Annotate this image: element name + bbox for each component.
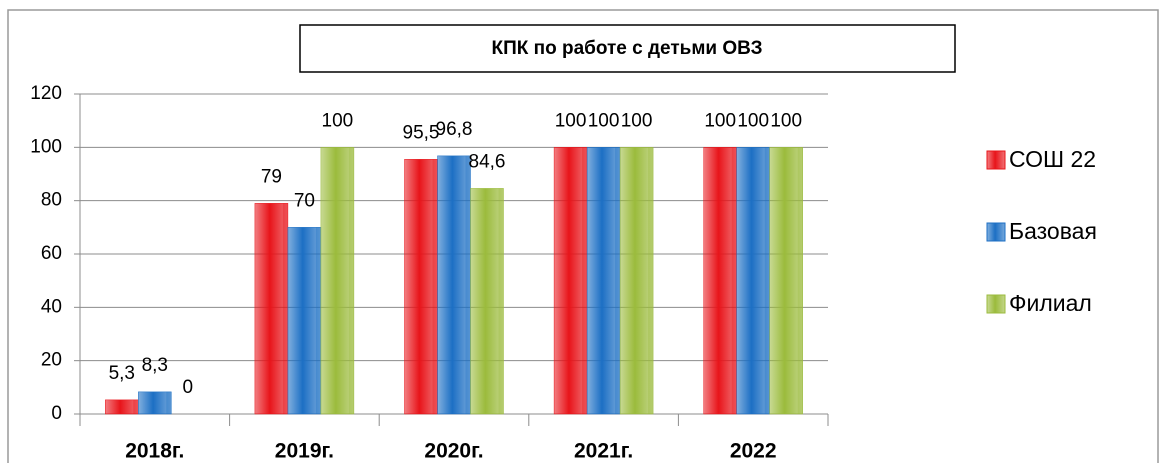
y-tick-label: 80 (41, 190, 62, 211)
bar (586, 147, 621, 415)
bar-shade (615, 147, 621, 415)
bar-shade (348, 147, 354, 415)
bar (320, 147, 355, 415)
value-label: 100 (737, 110, 769, 131)
x-tick-label: 2020г. (424, 440, 483, 463)
bar-shade (797, 147, 803, 415)
value-label: 79 (261, 166, 282, 187)
bar (769, 147, 803, 415)
legend-swatch (986, 294, 1006, 314)
value-label: 84,6 (469, 151, 506, 172)
title-box (299, 24, 956, 73)
y-tick-label: 120 (30, 83, 62, 104)
x-tick-label: 2019г. (275, 440, 334, 463)
bar (138, 391, 172, 415)
bar-shade (764, 147, 770, 415)
x-tick-label: 2021г. (574, 440, 633, 463)
bar-shade (166, 391, 172, 414)
legend-label: Базовая (1009, 218, 1097, 244)
bar-shade (648, 147, 654, 415)
y-tick-label: 60 (41, 243, 62, 264)
y-tick-label: 0 (51, 403, 62, 424)
x-tick-label: 2018г. (125, 440, 184, 463)
x-tick-label: 2022 (730, 440, 777, 463)
legend-swatch (986, 222, 1006, 242)
value-label: 100 (621, 110, 653, 131)
value-label: 0 (183, 377, 194, 398)
value-label: 100 (322, 110, 354, 131)
bar-shade (133, 399, 139, 414)
value-label: 5,3 (109, 363, 135, 384)
y-tick-label: 100 (30, 136, 62, 157)
bar (736, 147, 770, 415)
legend-label: Филиал (1009, 290, 1092, 316)
bar-shade (582, 147, 588, 415)
value-label: 100 (770, 110, 802, 131)
bar (404, 159, 438, 415)
bar-shade (498, 188, 504, 414)
legend-swatch (986, 150, 1006, 170)
bar (553, 147, 588, 415)
bar (470, 188, 504, 415)
value-label: 8,3 (142, 355, 168, 376)
legend-label: СОШ 22 (1009, 146, 1096, 172)
value-label: 96,8 (436, 119, 473, 140)
y-tick-label: 40 (41, 296, 62, 317)
value-label: 100 (555, 110, 587, 131)
value-label: 100 (704, 110, 736, 131)
bar-shade (731, 147, 737, 415)
bar-shade (282, 203, 288, 414)
y-tick-label: 20 (41, 350, 62, 371)
bar (287, 227, 322, 415)
bar-shade (432, 159, 438, 414)
bar (703, 147, 737, 415)
value-label: 95,5 (403, 122, 440, 143)
value-label: 70 (294, 190, 315, 211)
value-label: 100 (588, 110, 620, 131)
bar (619, 147, 654, 415)
bar-shade (315, 227, 321, 414)
bar-shade (465, 155, 471, 414)
chart-title: КПК по работе с детьми ОВЗ (491, 38, 762, 59)
